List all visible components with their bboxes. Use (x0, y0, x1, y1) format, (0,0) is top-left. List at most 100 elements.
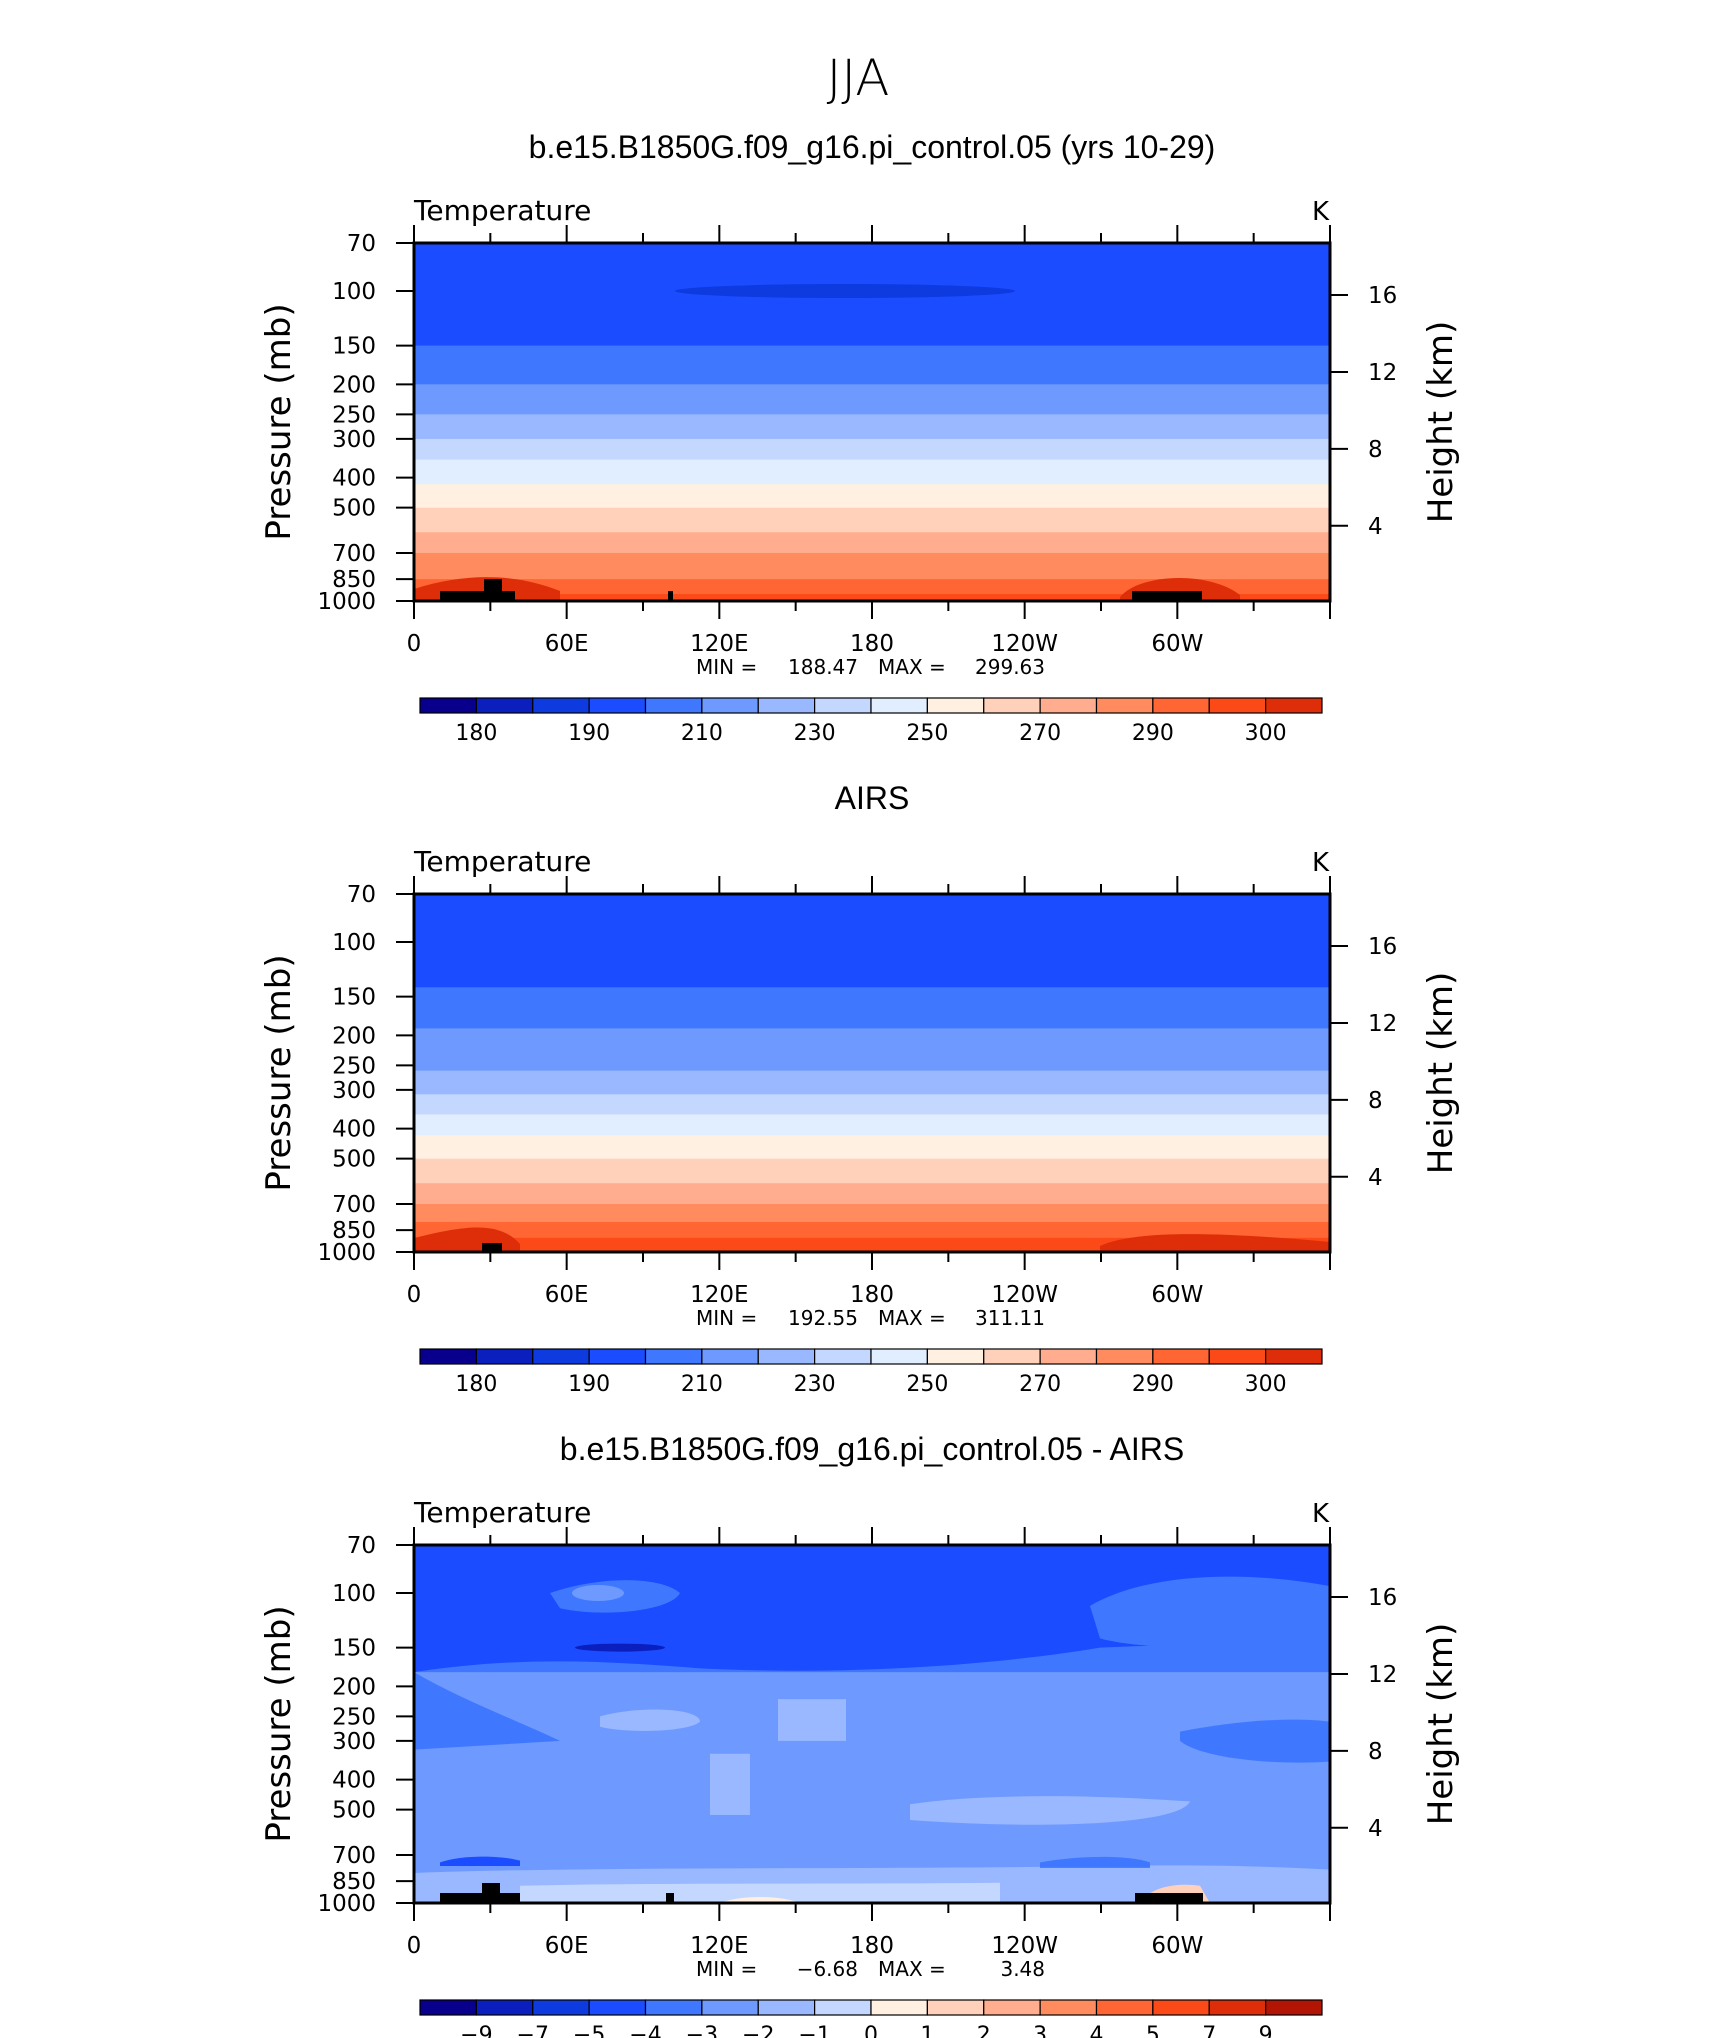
y-tick-label: 700 (332, 1192, 376, 1218)
y-tick-label: 700 (332, 1843, 376, 1869)
colorbar-box (926, 1999, 985, 2016)
y2-tick-label: 8 (1368, 437, 1383, 463)
colorbar-label: 180 (455, 721, 497, 746)
colorbar: 180 190 210 230 250 270 290 300 (419, 1348, 1323, 1397)
y-tick-label: 850 (332, 567, 376, 593)
colorbar-box (588, 1999, 647, 2016)
colorbar-label: 290 (1132, 721, 1174, 746)
y-axis-label: Pressure (mb) (259, 954, 299, 1191)
colorbar-box (588, 697, 647, 714)
contour-band (600, 1709, 700, 1731)
contour-band (414, 1183, 1330, 1205)
y-tick-label: 850 (332, 1869, 376, 1895)
y-tick-label: 250 (332, 1053, 376, 1079)
land-mask (666, 1893, 674, 1903)
x-tick-label: 120W (991, 1933, 1058, 1959)
y-tick-label: 100 (332, 1581, 376, 1607)
land-mask (440, 1893, 520, 1903)
colorbar-box (419, 1348, 477, 1365)
land-mask (440, 591, 515, 601)
colorbar-label: 2 (977, 2023, 991, 2038)
contour-band (414, 552, 1330, 580)
contour-band (414, 1114, 1330, 1136)
min-value: 192.55 (788, 1306, 858, 1330)
colorbar-box (1095, 697, 1154, 714)
y2-axis-label: Height (km) (1421, 321, 1461, 524)
min-value: −6.68 (797, 1957, 858, 1981)
x-tick-label: 120W (991, 1282, 1058, 1308)
contour-band (414, 438, 1330, 461)
y-tick-label: 200 (332, 1023, 376, 1049)
variable-label: Temperature (413, 1496, 591, 1529)
colorbar-box (1095, 1999, 1154, 2016)
contour-band (675, 284, 1015, 299)
panel-2: AIRS Temperature K 0 60E 120E 180 120W 60W 70 100 1… (259, 780, 1461, 1397)
colorbar-label: −9 (460, 2023, 492, 2038)
x-tick-label: 60W (1151, 1933, 1203, 1959)
variable-label: Temperature (413, 194, 591, 227)
contour-band (1090, 1576, 1330, 1648)
colorbar-box (701, 697, 759, 714)
contour-fill (414, 1545, 1330, 1904)
colorbar-box (1152, 1348, 1210, 1365)
colorbar-label: 300 (1245, 721, 1287, 746)
y-tick-label: 70 (347, 882, 376, 908)
contour-band (414, 1545, 1330, 1673)
colorbar-label: 0 (864, 2023, 878, 2038)
y2-tick-label: 4 (1368, 514, 1383, 540)
max-value: 299.63 (975, 655, 1045, 679)
contour-band (414, 532, 1330, 554)
colorbar-box (475, 697, 534, 714)
x-tick-label: 180 (850, 1933, 894, 1959)
min-value: 188.47 (788, 655, 858, 679)
units-label: K (1312, 1499, 1330, 1529)
contour-band (414, 1070, 1330, 1095)
y-tick-label: 500 (332, 1147, 376, 1173)
colorbar-box (870, 1999, 928, 2016)
y2-tick-label: 8 (1368, 1739, 1383, 1765)
variable-label: Temperature (413, 845, 591, 878)
y-tick-label: 700 (332, 541, 376, 567)
colorbar-box (701, 1348, 759, 1365)
colorbar-label: 300 (1245, 1372, 1287, 1397)
colorbar-box (1039, 1999, 1098, 2016)
colorbar-label: −4 (629, 2023, 661, 2038)
colorbar-label: 5 (1146, 2023, 1160, 2038)
y2-axis-label: Height (km) (1421, 1623, 1461, 1826)
colorbar-label: 7 (1202, 2023, 1216, 2038)
colorbar-label: 210 (681, 1372, 723, 1397)
colorbar-box (419, 697, 477, 714)
colorbar-label: −5 (573, 2023, 605, 2038)
x-tick-label: 120W (991, 631, 1058, 657)
y-tick-label: 1000 (317, 1891, 376, 1917)
y2-tick-label: 16 (1368, 283, 1397, 309)
y-tick-label: 150 (332, 1636, 376, 1662)
y-tick-label: 300 (332, 1729, 376, 1755)
colorbar-box (532, 1348, 590, 1365)
panel-3: b.e15.B1850G.f09_g16.pi_control.05 - AIR… (259, 1431, 1461, 2038)
colorbar-box (1039, 697, 1098, 714)
colorbar-box (926, 1348, 985, 1365)
y-tick-label: 1000 (317, 1240, 376, 1266)
land-mask (482, 1243, 502, 1252)
y-tick-label: 850 (332, 1218, 376, 1244)
page-title: JJA (827, 49, 890, 107)
colorbar-box (419, 1999, 477, 2016)
x-tick-label: 180 (850, 631, 894, 657)
contour-band (440, 1856, 520, 1867)
y-tick-label: 200 (332, 1674, 376, 1700)
contour-band (520, 1882, 1000, 1903)
y-tick-label: 70 (347, 231, 376, 257)
y-tick-label: 70 (347, 1533, 376, 1559)
y-tick-label: 250 (332, 1704, 376, 1730)
y-tick-label: 400 (332, 1117, 376, 1143)
y2-tick-label: 12 (1368, 360, 1397, 386)
contour-band (575, 1643, 665, 1652)
colorbar-box (870, 697, 928, 714)
x-tick-label: 120E (690, 1933, 748, 1959)
colorbar-label: −7 (517, 2023, 549, 2038)
contour-band (414, 291, 1330, 347)
y2-axis-label: Height (km) (1421, 972, 1461, 1175)
colorbar-box (814, 697, 872, 714)
